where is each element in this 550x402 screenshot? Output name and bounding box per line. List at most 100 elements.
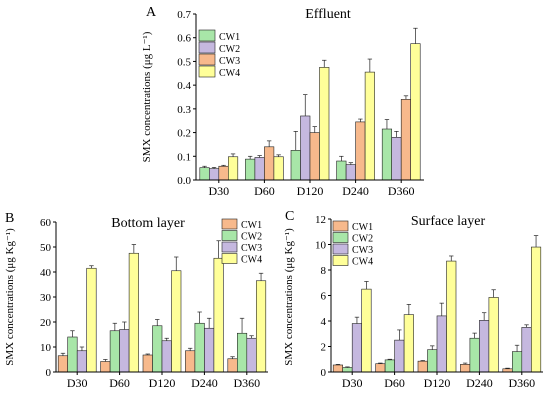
legend-swatch	[332, 255, 349, 266]
legend-label: CW2	[241, 232, 262, 243]
bar	[391, 137, 402, 181]
y-tick-label: 30	[40, 292, 52, 304]
bar	[245, 158, 256, 181]
bar	[361, 288, 372, 373]
x-tick-label: D30	[67, 376, 88, 390]
panel-label: A	[146, 5, 157, 20]
bar	[381, 128, 393, 181]
legend-swatch	[198, 29, 216, 42]
legend-label: CW3	[352, 245, 373, 256]
y-tick-label: 40	[40, 267, 52, 279]
bar	[521, 327, 532, 373]
y-axis-label: SMX concentrations (μg Kg⁻¹)	[283, 228, 295, 366]
bar	[417, 360, 428, 373]
legend-label: CW2	[352, 234, 373, 245]
bar	[364, 71, 375, 181]
y-tick-label: 10	[315, 240, 327, 252]
bar	[152, 325, 163, 373]
y-tick-label: 0.0	[177, 175, 191, 187]
bar	[246, 337, 257, 373]
bar	[290, 150, 301, 181]
bar	[228, 156, 239, 181]
panel-label: B	[5, 211, 14, 226]
legend-label: CW4	[219, 68, 240, 79]
x-tick-label: D240	[191, 376, 218, 390]
y-tick-label: 0.1	[177, 151, 191, 163]
bar	[351, 323, 363, 373]
legend-label: CW1	[352, 222, 373, 233]
bar	[67, 336, 78, 373]
legend-label: CW3	[241, 243, 262, 254]
bar	[142, 354, 153, 373]
bar	[86, 267, 97, 373]
bar	[218, 165, 229, 181]
y-axis-label: SMX concentrations (μg L⁻¹)	[141, 31, 153, 162]
bar	[237, 332, 248, 373]
bar	[57, 355, 69, 373]
bar	[319, 67, 330, 181]
y-tick-label: 10	[40, 342, 52, 354]
chart-title: Surface layer	[411, 214, 486, 229]
y-tick-label: 20	[40, 317, 52, 329]
y-tick-label: 0.3	[177, 104, 191, 116]
x-tick-label: D240	[466, 376, 493, 390]
y-tick-label: 4	[321, 316, 327, 328]
bar	[436, 315, 447, 373]
bar	[446, 260, 457, 373]
y-tick-label: 0	[321, 367, 327, 379]
legend-label: CW1	[219, 32, 240, 43]
bar	[300, 115, 311, 181]
bar	[342, 367, 353, 373]
legend-swatch	[198, 41, 216, 54]
legend-label: CW1	[241, 220, 262, 231]
x-tick-label: D360	[233, 376, 260, 390]
bar	[255, 280, 267, 373]
panel-label: C	[285, 209, 294, 224]
legend-swatch	[332, 232, 349, 243]
bar	[460, 364, 471, 373]
legend-swatch	[221, 253, 238, 264]
y-tick-label: 2	[321, 342, 327, 354]
y-tick-label: 0.6	[177, 33, 191, 45]
bar	[171, 270, 182, 373]
chart-title: Bottom layer	[111, 216, 185, 231]
bar	[427, 349, 438, 373]
bar	[479, 320, 490, 373]
bar	[355, 121, 366, 181]
x-tick-label: D60	[254, 184, 275, 198]
bar	[209, 168, 220, 181]
legend-label: CW3	[219, 56, 240, 67]
legend-swatch	[198, 65, 216, 78]
bar	[332, 364, 344, 373]
x-tick-label: D360	[388, 184, 415, 198]
y-tick-label: 6	[321, 291, 327, 303]
bar	[76, 350, 87, 373]
bar	[264, 146, 275, 181]
legend-swatch	[221, 230, 238, 241]
bar	[410, 43, 421, 181]
bar	[511, 351, 523, 373]
bar	[336, 160, 347, 181]
bar	[194, 322, 205, 373]
x-tick-label: D240	[342, 184, 369, 198]
x-tick-label: D60	[109, 376, 130, 390]
x-tick-label: D120	[297, 184, 324, 198]
y-tick-label: 8	[321, 265, 327, 277]
y-axis-label: SMX concentrations (μg Kg⁻¹)	[4, 228, 16, 366]
y-tick-label: 12	[315, 214, 326, 226]
bar	[254, 157, 265, 181]
x-tick-label: D30	[208, 184, 229, 198]
legend-swatch	[198, 53, 216, 66]
bar	[375, 363, 386, 373]
y-tick-label: 60	[40, 217, 52, 229]
x-tick-label: D60	[384, 376, 405, 390]
chart-panel-B: B Bottom layer 0 10 20 30 40 50 60 D30 D60 D120 D240…	[4, 211, 268, 390]
chart-title: Effluent	[305, 7, 351, 22]
bar	[469, 337, 480, 373]
x-tick-label: D120	[424, 376, 451, 390]
bar	[394, 339, 405, 373]
legend-label: CW4	[352, 257, 373, 268]
bar	[309, 132, 320, 181]
bar	[384, 359, 395, 373]
